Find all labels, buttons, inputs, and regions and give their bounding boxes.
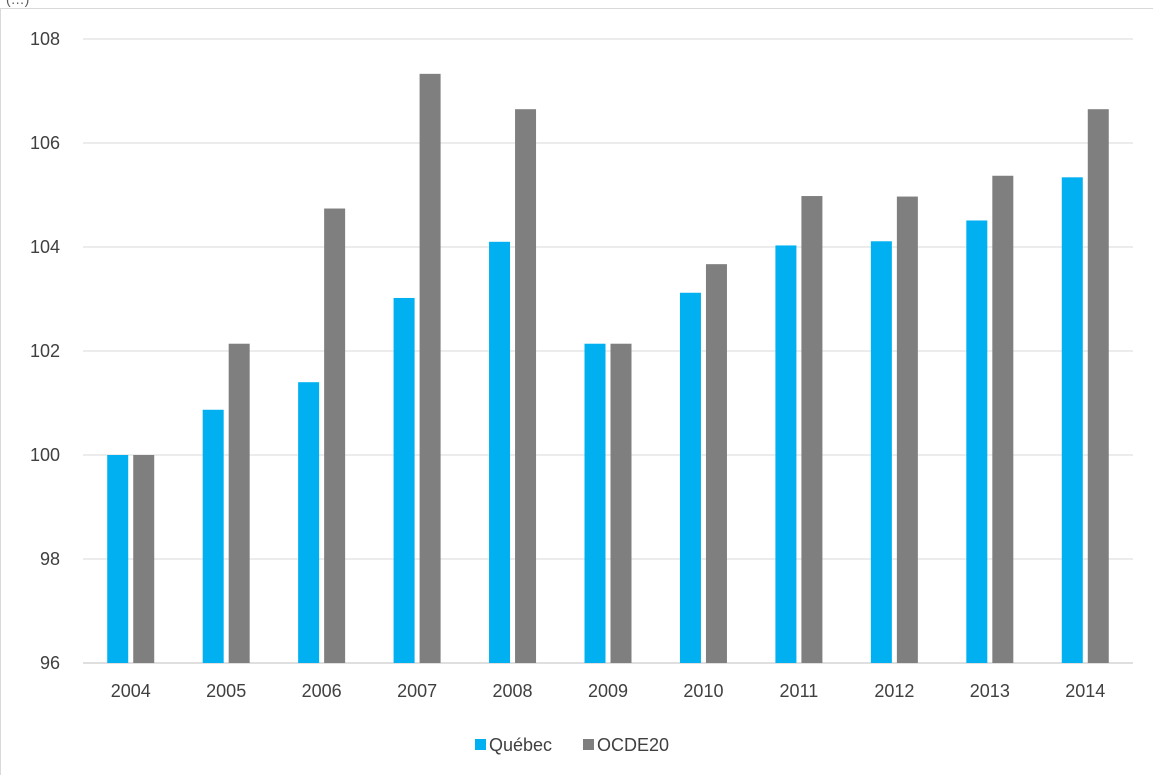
x-tick-label: 2004 [111, 681, 151, 701]
bar-québec-2004 [107, 455, 129, 663]
x-tick-label: 2008 [493, 681, 533, 701]
gridlines [83, 38, 1133, 664]
legend-swatch-ocde20 [583, 739, 594, 750]
x-tick-label: 2009 [588, 681, 628, 701]
x-tick-label: 2011 [780, 681, 819, 701]
bar-québec-2005 [202, 409, 224, 663]
bar-ocde20-2010 [705, 264, 727, 663]
x-tick-label: 2007 [397, 681, 437, 701]
top-note: (…) [6, 0, 29, 7]
bar-québec-2006 [298, 382, 320, 663]
legend-swatch-québec [475, 739, 486, 750]
legend: Québec OCDE20 [475, 735, 669, 755]
y-tick-label: 104 [30, 237, 60, 257]
x-tick-label: 2010 [683, 681, 723, 701]
bar-ocde20-2012 [896, 196, 918, 663]
x-axis-ticks: 2004 2005 2006 2007 2008 2009 2010 2011 2012 2013… [111, 681, 1106, 701]
bar-ocde20-2008 [515, 109, 537, 663]
bar-québec-2013 [966, 220, 988, 664]
bars [107, 73, 1109, 664]
bar-ocde20-2007 [419, 73, 441, 664]
y-tick-label: 98 [40, 549, 60, 569]
y-tick-label: 102 [30, 341, 60, 361]
bar-québec-2008 [489, 241, 511, 664]
bar-ocde20-2014 [1087, 109, 1109, 663]
bar-ocde20-2011 [801, 196, 823, 664]
y-tick-label: 106 [30, 133, 60, 153]
x-tick-label: 2014 [1065, 681, 1105, 701]
x-tick-label: 2006 [302, 681, 342, 701]
bar-ocde20-2009 [610, 343, 632, 663]
legend-label-ocde20: OCDE20 [597, 735, 669, 755]
y-tick-label: 96 [40, 653, 60, 673]
bar-ocde20-2004 [133, 455, 155, 663]
bar-québec-2009 [584, 343, 606, 663]
y-axis-ticks: 96 98 100 102 104 106 108 [30, 29, 60, 673]
chart-frame [0, 8, 1153, 775]
bar-québec-2010 [679, 292, 701, 663]
x-tick-label: 2005 [206, 681, 246, 701]
bar-ocde20-2013 [992, 175, 1014, 663]
y-tick-label: 100 [30, 445, 60, 465]
x-tick-label: 2013 [970, 681, 1010, 701]
bar-québec-2007 [393, 297, 415, 663]
bar-québec-2014 [1061, 177, 1083, 663]
y-tick-label: 108 [30, 29, 60, 49]
bar-québec-2012 [870, 241, 892, 663]
bar-québec-2011 [775, 245, 797, 663]
bar-ocde20-2006 [324, 208, 346, 663]
bar-ocde20-2005 [228, 343, 250, 663]
legend-label-québec: Québec [489, 735, 552, 755]
x-tick-label: 2012 [874, 681, 914, 701]
